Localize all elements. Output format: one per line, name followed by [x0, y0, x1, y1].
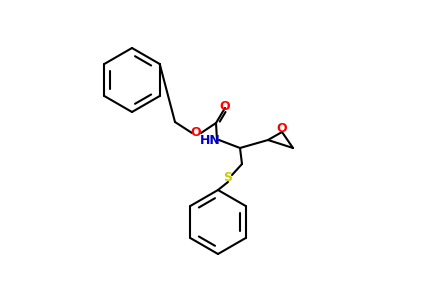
Text: O: O	[219, 100, 230, 113]
Text: O: O	[190, 127, 201, 139]
Text: HN: HN	[199, 133, 220, 146]
Text: O: O	[276, 121, 287, 135]
Text: S: S	[223, 172, 232, 185]
